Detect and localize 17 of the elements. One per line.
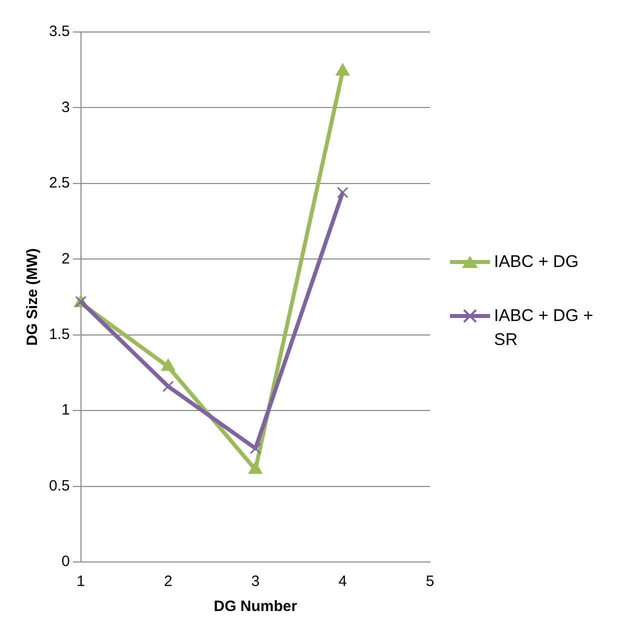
x-tick-label: 5 — [426, 573, 434, 590]
x-tick-label: 2 — [164, 573, 172, 590]
y-tick-label: 1.5 — [48, 326, 70, 343]
x-tick-label: 4 — [338, 573, 347, 590]
legend-label: IABC + DG + SR — [494, 305, 594, 351]
y-tick-label: 2 — [62, 250, 70, 268]
legend-label: IABC + DG — [494, 251, 579, 273]
y-tick-label: 3.5 — [48, 23, 70, 40]
y-tick-label: 1 — [62, 402, 70, 419]
y-tick-label: 0 — [62, 553, 70, 570]
x-tick-label: 3 — [251, 573, 260, 590]
x-axis-title: DG Number — [214, 598, 298, 616]
y-axis-title: DG Size (MW) — [24, 248, 42, 346]
y-tick-label: 2.5 — [48, 174, 70, 192]
y-tick-label: 3 — [62, 98, 70, 116]
x-tick-label: 1 — [76, 573, 86, 590]
y-tick-label: 0.5 — [48, 477, 70, 494]
